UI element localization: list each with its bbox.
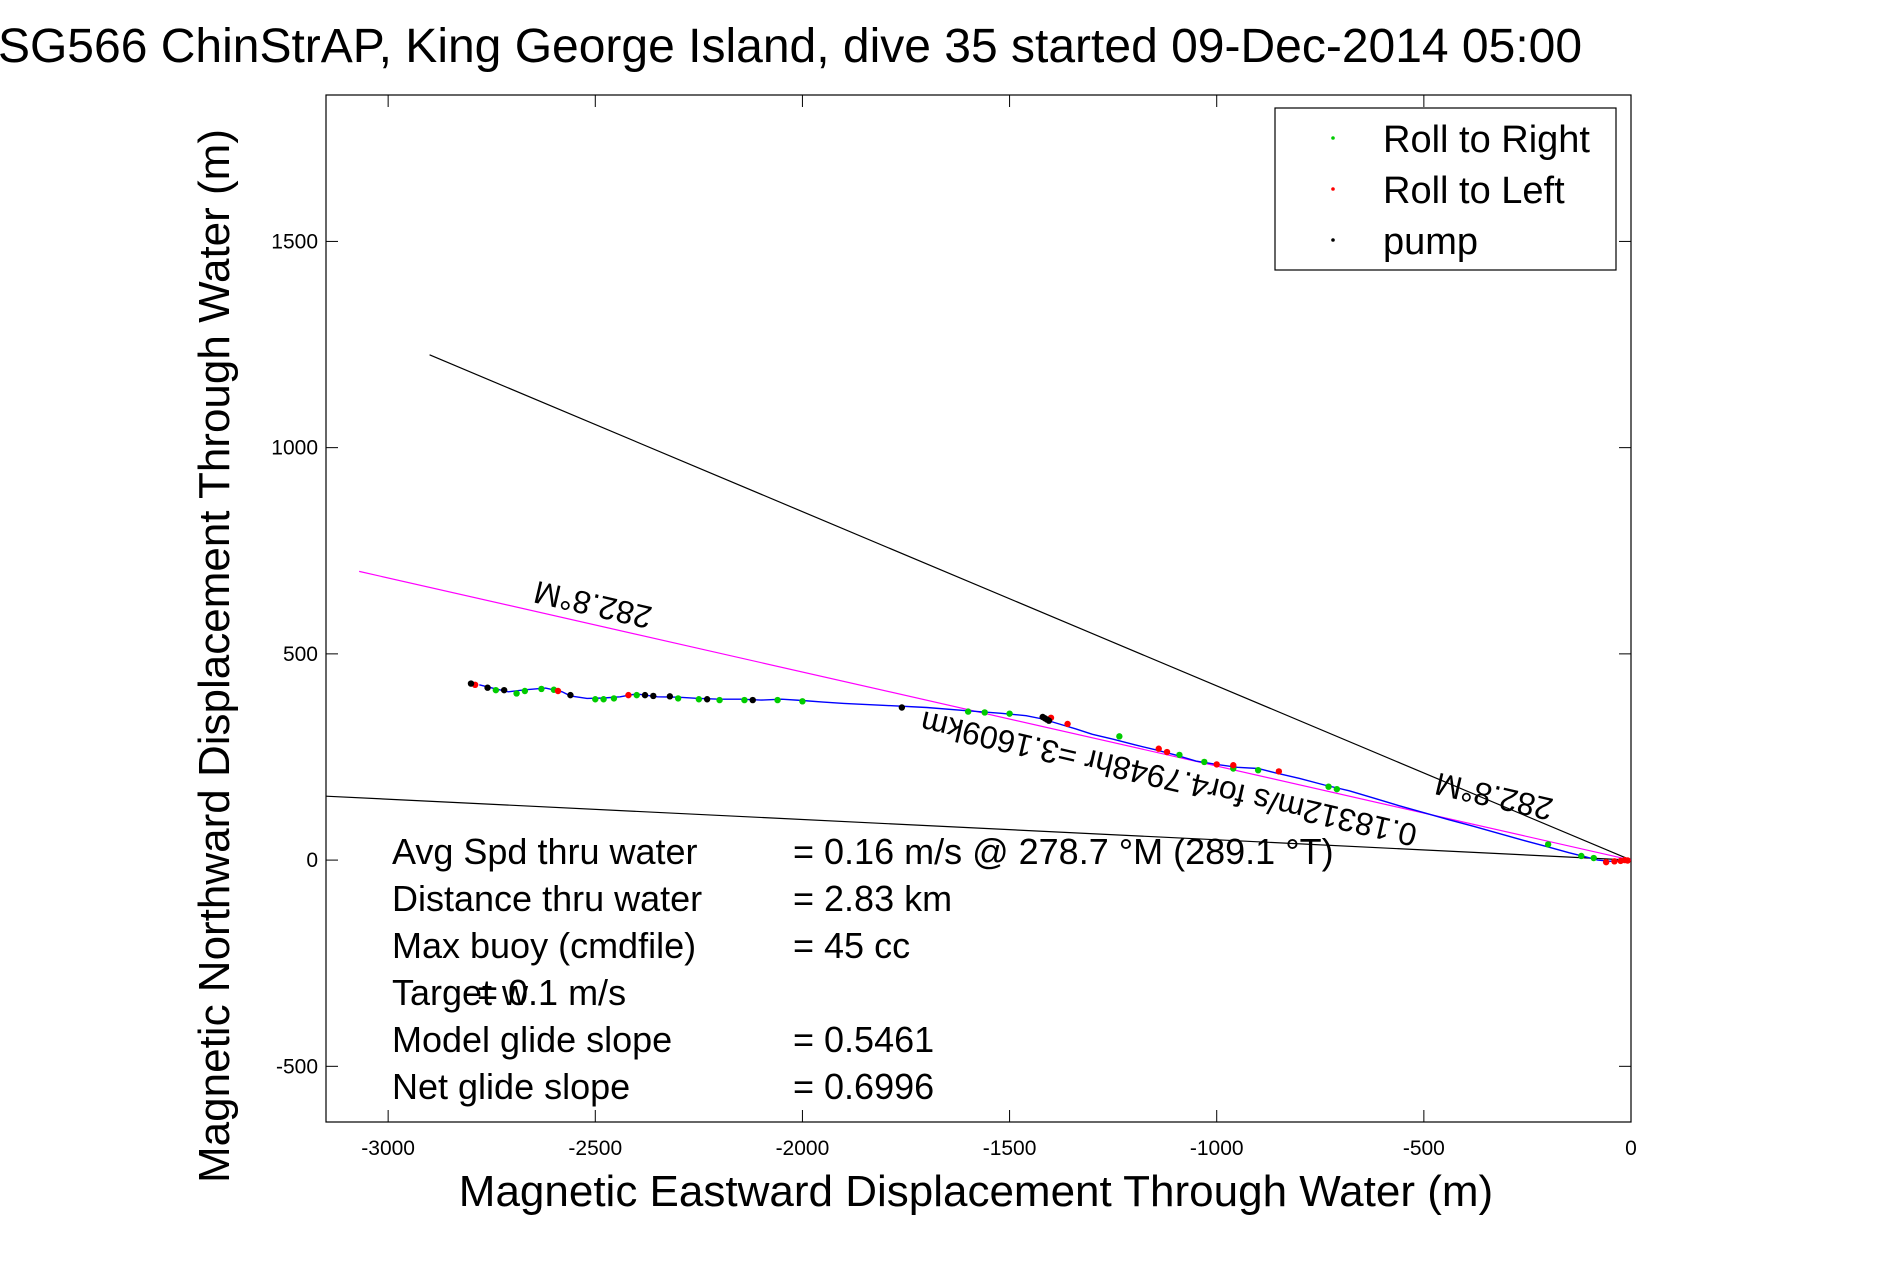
stat-label: Distance thru water [392,878,702,919]
roll-right-marker [674,695,682,702]
roll-left-marker [1275,768,1283,775]
pump-marker [666,693,674,700]
x-tick-label: -1500 [983,1137,1037,1160]
pump-marker [749,696,756,704]
reference-line [429,354,1632,861]
roll-right-marker [538,685,545,693]
plot-axes: -3000 -2500 -2000 -1500 -1000 -500 0 -500 0 500 10… [271,94,1637,1160]
roll-right-marker [774,696,781,704]
roll-right-marker [492,686,500,694]
roll-right-marker [1590,854,1597,862]
pump-marker [484,684,491,691]
stat-value: = 0.5461 [793,1019,934,1060]
x-tick-label: -2000 [776,1137,830,1160]
x-tick-label: -3000 [361,1137,415,1160]
dive-statistics: Avg Spd thru water = 0.16 m/s @ 278.7 °M … [392,831,1334,1107]
legend-marker-pump [1331,238,1335,242]
roll-right-marker [964,708,972,715]
heading-annotations: 282.8°M0.18312m/s for4.7948hr =3.1609km 2… [531,574,1557,854]
y-axis-label: Magnetic Northward Displacement Through … [190,129,239,1183]
heading-annotation: 282.8°M [531,574,656,636]
y-tick-label: 500 [283,643,318,666]
stat-value: = 0.1 m/s [477,972,626,1013]
legend-label-roll-right: Roll to Right [1383,119,1590,161]
legend: Roll to Right Roll to Left pump [1274,107,1617,271]
legend-label-roll-left: Roll to Left [1383,170,1565,212]
y-tick-label: 0 [306,849,318,872]
pump-marker [567,691,574,699]
roll-right-marker [1201,758,1208,766]
roll-right-marker [1544,841,1552,848]
roll-right-marker [695,696,703,703]
roll-right-marker [741,696,748,704]
roll-right-marker [1333,785,1341,793]
stat-label: Net glide slope [392,1066,630,1107]
plot-frame [325,94,1632,1123]
roll-left-marker [554,687,562,695]
roll-left-marker [625,691,632,699]
roll-right-marker [1578,852,1585,860]
roll-left-marker [1064,720,1071,728]
roll-right-marker [1116,733,1123,740]
roll-right-marker [610,695,618,702]
y-tick-label: -500 [276,1055,318,1078]
heading-annotation: 282.8°M [1432,766,1557,828]
roll-right-marker [799,698,806,705]
roll-right-marker [981,709,988,716]
roll-right-marker [1006,710,1013,717]
roll-right-marker [521,687,529,695]
roll-right-marker [1254,766,1262,774]
roll-right-marker [1325,783,1332,790]
pump-marker [467,680,475,687]
x-tick-label: -2500 [568,1137,622,1160]
roll-right-marker [716,696,723,704]
roll-left-marker [1213,761,1220,768]
pump-marker [650,692,657,700]
roll-right-marker [513,690,520,697]
stat-value: = 2.83 km [793,878,952,919]
stat-label: Max buoy (cmdfile) [392,925,696,966]
roll-right-marker [1176,751,1183,759]
roll-right-marker [592,696,599,703]
y-tick-label: 1500 [271,230,318,253]
pump-marker [703,696,711,703]
dive-markers [467,680,1631,866]
roll-right-marker [600,696,607,703]
legend-label-pump: pump [1383,221,1478,263]
stat-label: Target w [392,972,529,1013]
reference-line [325,795,1632,861]
chart-title: SG566 ChinStrAP, King George Island, div… [0,20,1582,73]
x-tick-label: -500 [1403,1137,1445,1160]
x-tick-label: 0 [1625,1137,1637,1160]
stat-value: = 0.6996 [793,1066,934,1107]
stat-label: Model glide slope [392,1019,672,1060]
stat-label: Avg Spd thru water [392,831,698,872]
roll-left-marker [1611,858,1618,865]
legend-marker-roll-left [1331,187,1335,191]
legend-marker-roll-right [1331,136,1335,140]
pump-marker [1045,717,1053,724]
stat-value: = 0.16 m/s @ 278.7 °M (289.1 °T) [793,831,1334,872]
pump-marker [898,704,906,711]
x-tick-label: -1000 [1190,1137,1244,1160]
roll-right-marker [633,691,640,699]
roll-left-marker [1230,762,1237,769]
pump-marker [500,686,508,694]
pump-marker [641,691,649,699]
y-tick-label: 1000 [271,437,318,460]
roll-left-marker [1163,748,1171,756]
x-axis-label: Magnetic Eastward Displacement Through W… [459,1167,1493,1216]
stat-value: = 45 cc [793,925,910,966]
roll-left-marker [1624,857,1631,864]
roll-left-marker [1155,745,1162,752]
roll-left-marker [1602,858,1610,866]
reference-lines [325,354,1632,861]
